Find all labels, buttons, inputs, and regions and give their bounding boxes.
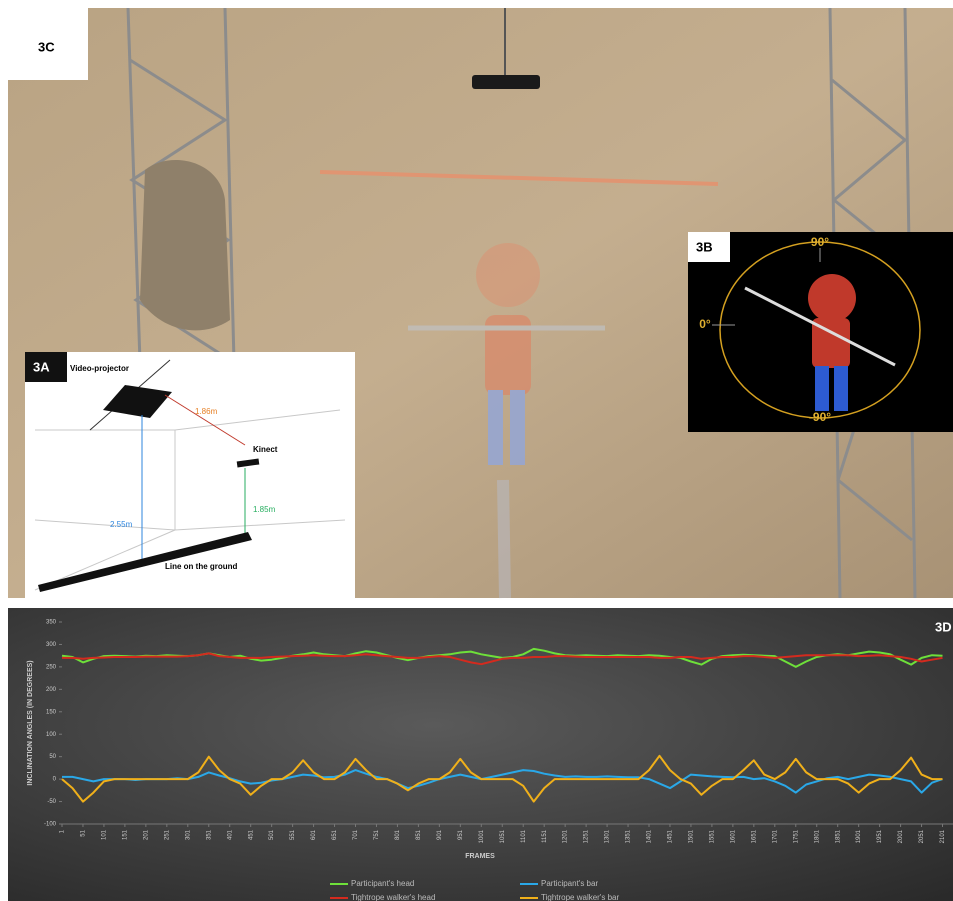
y-tick-label: 200 <box>46 687 57 693</box>
x-tick-label: 401 <box>227 829 233 840</box>
x-tick-label: 951 <box>458 829 464 840</box>
x-tick-label: 1701 <box>772 829 778 843</box>
x-tick-label: 701 <box>353 829 359 840</box>
x-tick-label: 51 <box>81 829 87 836</box>
angle-ellipse <box>719 241 921 419</box>
panel-label-box <box>25 352 67 382</box>
y-tick-label: -100 <box>44 822 57 828</box>
x-tick-label: 1151 <box>542 829 548 843</box>
panel-label: 3A <box>33 359 50 374</box>
x-tick-label: 1051 <box>500 829 506 843</box>
diagram-label: Kinect <box>253 445 278 454</box>
y-tick-label: 300 <box>46 642 57 648</box>
panel-label-box <box>688 232 730 262</box>
x-tick-label: 2101 <box>940 829 946 843</box>
diagram-label: 1.86m <box>195 407 218 416</box>
x-tick-label: 851 <box>416 829 422 840</box>
x-tick-label: 1351 <box>626 829 632 843</box>
kinect <box>472 75 540 89</box>
series-line <box>62 652 943 666</box>
panel-label-box <box>8 8 88 80</box>
projected-avatar <box>408 243 605 465</box>
x-tick-label: 801 <box>395 829 401 840</box>
x-tick-label: 1801 <box>814 829 820 843</box>
x-tick-label: 1101 <box>521 829 527 843</box>
y-tick-label: 100 <box>46 732 57 738</box>
y-axis-label: INCLINATION ANGLES (IN DEGREES) <box>27 660 34 785</box>
x-tick-label: 1451 <box>668 829 674 843</box>
x-axis-label: FRAMES <box>465 853 495 860</box>
x-tick-label: 1751 <box>793 829 799 843</box>
x-tick-label: 501 <box>269 829 275 840</box>
x-tick-label: 1601 <box>730 829 736 843</box>
x-tick-label: 251 <box>164 829 170 840</box>
diagram-label: Video-projector <box>70 364 129 373</box>
x-tick-label: 551 <box>290 829 296 840</box>
diagram-panel: 3A Video-projector 1.86m Kinect 2.55m 1.… <box>25 352 355 598</box>
projected-line <box>319 170 719 186</box>
x-tick-label: 1001 <box>479 829 485 843</box>
curtain <box>140 160 230 331</box>
diagram-label: 2.55m <box>110 520 133 529</box>
series-line <box>61 754 943 803</box>
legend-label: Tightrope walker's head <box>351 893 435 901</box>
room-lines <box>34 409 346 591</box>
angle-label: 0° <box>699 317 711 331</box>
avatar <box>744 274 896 411</box>
x-tick-label: 351 <box>206 829 212 840</box>
x-tick-label: 1301 <box>605 829 611 843</box>
x-tick-label: 2051 <box>919 829 925 843</box>
avatar-panel: 3B 90° 0° -90° <box>688 232 953 432</box>
y-tick-label: 350 <box>46 620 57 626</box>
panel-label: 3B <box>696 239 713 254</box>
legend-label: Tightrope walker's bar <box>541 893 619 901</box>
x-tick-label: 1551 <box>709 829 715 843</box>
x-tick-label: 901 <box>437 829 443 840</box>
angle-label: 90° <box>811 235 829 249</box>
y-tick-label: 50 <box>49 754 56 760</box>
series-line <box>62 769 943 794</box>
x-tick-label: 151 <box>122 829 128 840</box>
legend-label: Participant's head <box>351 879 414 888</box>
panel-label: 3D <box>935 619 952 634</box>
x-tick-label: 1651 <box>751 829 757 843</box>
x-tick-label: 1401 <box>647 829 653 843</box>
projector <box>103 385 172 418</box>
panel-label: 3C <box>38 39 55 54</box>
x-tick-label: 201 <box>143 829 149 840</box>
diagram-label: Line on the ground <box>165 562 238 571</box>
x-tick-label: 1901 <box>856 829 862 843</box>
x-tick-label: 451 <box>248 829 254 840</box>
distance-line <box>164 394 246 446</box>
x-tick-label: 1501 <box>689 829 695 843</box>
legend-label: Participant's bar <box>541 879 598 888</box>
y-tick-label: 0 <box>53 777 57 783</box>
x-tick-label: 1251 <box>584 829 590 843</box>
y-tick-label: 250 <box>46 664 57 670</box>
diagram-background <box>25 352 355 598</box>
kinect-icon <box>236 458 260 468</box>
x-tick-label: 751 <box>374 829 380 840</box>
angle-label: -90° <box>809 410 831 424</box>
y-tick-label: 150 <box>46 709 57 715</box>
x-tick-label: 1851 <box>835 829 841 843</box>
y-tick-label: -50 <box>47 799 56 805</box>
x-tick-label: 2001 <box>898 829 904 843</box>
x-tick-label: 301 <box>185 829 191 840</box>
x-tick-label: 101 <box>102 829 108 840</box>
projected-rope <box>497 479 511 599</box>
x-tick-label: 1951 <box>877 829 883 843</box>
ground-line <box>38 532 252 592</box>
x-tick-label: 651 <box>332 829 338 840</box>
x-tick-label: 1201 <box>563 829 569 843</box>
diagram-label: 1.85m <box>253 505 276 514</box>
x-tick-label: 1 <box>60 829 66 833</box>
x-tick-label: 601 <box>311 829 317 840</box>
